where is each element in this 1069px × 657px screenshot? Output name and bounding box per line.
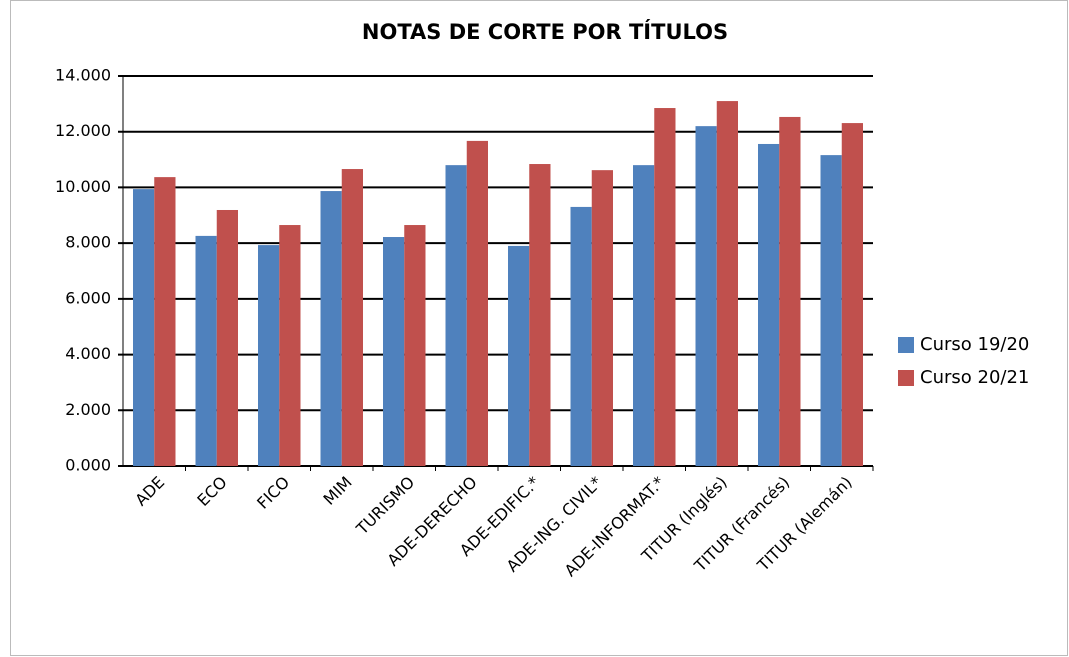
- bar: [654, 108, 676, 467]
- bar: [445, 165, 467, 466]
- bar: [404, 225, 426, 466]
- bar: [466, 140, 488, 466]
- bar: [758, 143, 780, 466]
- bar: [341, 169, 363, 467]
- bar: [570, 206, 592, 466]
- bar: [716, 101, 738, 467]
- bar: [779, 116, 801, 466]
- y-tick-label: 8.000: [65, 233, 111, 252]
- y-tick-label: 14.000: [55, 66, 111, 85]
- y-tick-label: 6.000: [65, 288, 111, 307]
- bar: [841, 123, 863, 466]
- bar: [258, 245, 280, 466]
- legend-label: Curso 19/20: [920, 334, 1029, 355]
- bar: [133, 189, 155, 466]
- y-tick-label: 12.000: [55, 121, 111, 140]
- bar: [216, 209, 238, 466]
- bar: [633, 165, 655, 466]
- y-tick-label: 0.000: [65, 456, 111, 475]
- bar: [820, 155, 842, 466]
- bar: [529, 164, 551, 466]
- bar: [508, 245, 530, 466]
- chart-title: NOTAS DE CORTE POR TÍTULOS: [362, 19, 728, 44]
- bar: [279, 225, 301, 466]
- bar: [195, 235, 217, 466]
- bar: [320, 191, 342, 467]
- legend-swatch: [898, 337, 914, 353]
- y-tick-label: 10.000: [55, 177, 111, 196]
- y-tick-label: 4.000: [65, 344, 111, 363]
- legend-swatch: [898, 370, 914, 386]
- y-tick-label: 2.000: [65, 400, 111, 419]
- bar: [383, 237, 405, 466]
- bar: [154, 177, 176, 466]
- bar: [695, 126, 717, 467]
- bar: [591, 170, 613, 466]
- legend-label: Curso 20/21: [920, 367, 1029, 388]
